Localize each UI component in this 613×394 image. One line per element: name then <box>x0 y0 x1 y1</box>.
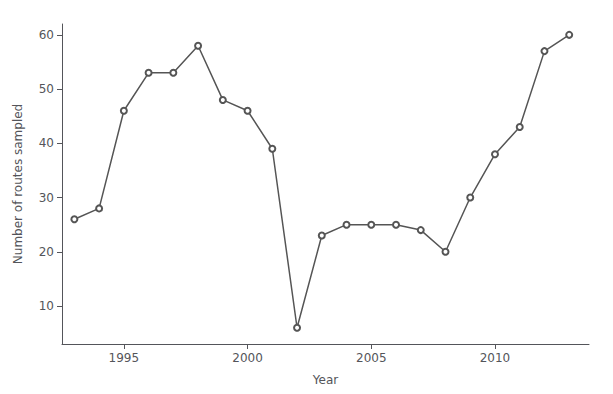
svg-text:20: 20 <box>39 245 54 259</box>
svg-text:10: 10 <box>39 299 54 313</box>
svg-text:60: 60 <box>39 28 54 42</box>
svg-text:50: 50 <box>39 82 54 96</box>
svg-text:Number of routes sampled: Number of routes sampled <box>11 104 25 264</box>
svg-text:2000: 2000 <box>232 351 263 365</box>
svg-text:2010: 2010 <box>480 351 511 365</box>
svg-text:1995: 1995 <box>109 351 140 365</box>
svg-text:30: 30 <box>39 191 54 205</box>
svg-text:40: 40 <box>39 136 54 150</box>
svg-text:2005: 2005 <box>356 351 387 365</box>
svg-text:Year: Year <box>312 373 338 387</box>
